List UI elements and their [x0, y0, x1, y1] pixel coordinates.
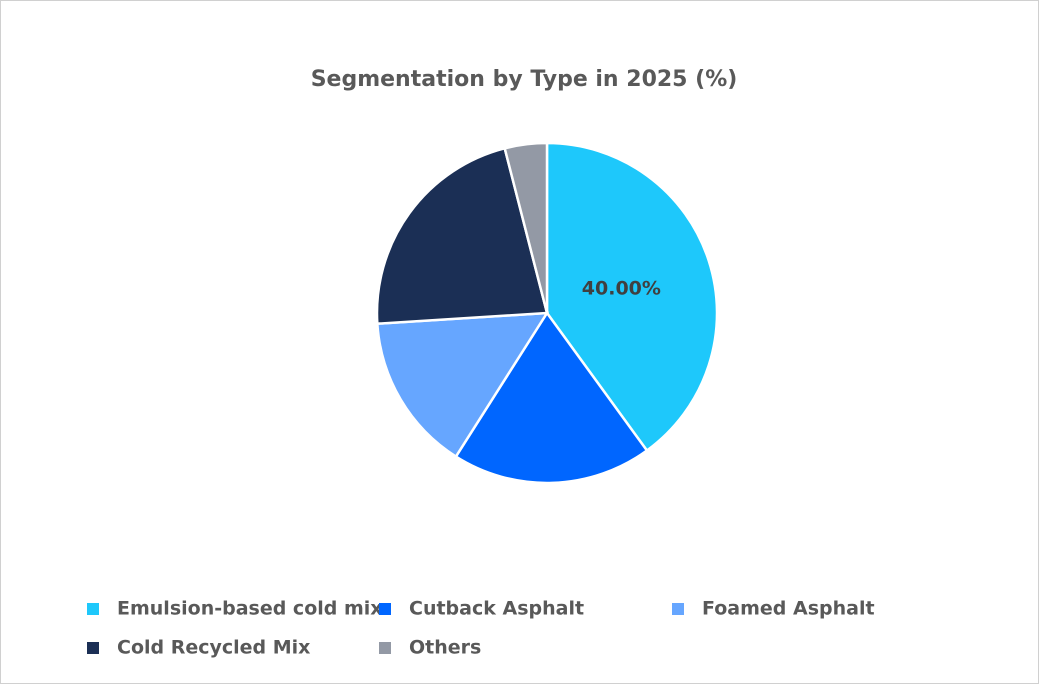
legend-swatch [87, 642, 99, 654]
pie-slice [503, 141, 549, 314]
legend-swatch [87, 603, 99, 615]
legend-label: Cutback Asphalt [409, 598, 584, 620]
legend-swatch [672, 603, 684, 615]
pie-slice [376, 311, 550, 459]
legend-swatch [379, 642, 391, 654]
pie-slice [454, 310, 649, 485]
legend-label: Cold Recycled Mix [117, 637, 310, 659]
legend-label: Emulsion-based cold mix [117, 598, 383, 620]
pie-slice [545, 141, 719, 453]
legend-label: Foamed Asphalt [702, 598, 875, 620]
legend-label: Others [409, 637, 481, 659]
data-label: 40.00% [582, 277, 661, 299]
chart-title: Segmentation by Type in 2025 (%) [311, 67, 738, 92]
legend-swatch [379, 603, 391, 615]
pie-slice [375, 146, 549, 326]
